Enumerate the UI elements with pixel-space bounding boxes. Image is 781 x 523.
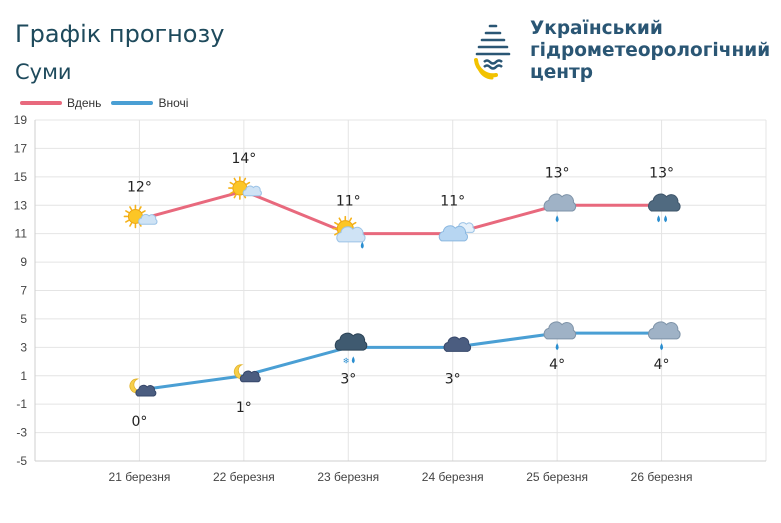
x-tick-label: 21 березня [109,470,171,484]
hydromet-logo-icon [474,20,511,80]
sun-ray [334,232,339,236]
sun-ray [245,181,251,185]
x-tick-label: 23 березня [317,470,379,484]
series-line-night [139,331,662,392]
y-tick-label: 7 [20,284,27,298]
legend-item-night[interactable]: Вночі [111,96,188,110]
sun-ray [129,206,133,211]
legend-label-night: Вночі [158,96,189,110]
data-label-night: 4° [549,357,565,373]
sun-ray [233,194,237,199]
y-tick-label: 15 [14,170,28,184]
sun-ray [338,217,342,222]
cloud-rain-icon [648,321,681,351]
org-brand: Український гідрометеорологічний центр [470,18,770,84]
cloud-shape [138,213,158,225]
sun-ray [229,191,234,195]
sun-ray [334,221,339,225]
org-name-line: центр [530,62,594,83]
x-tick-label: 26 березня [631,470,693,484]
dark-cloud-rain-snow-icon: ❄ [334,332,368,365]
org-name: Український гідрометеорологічний центр [530,18,770,84]
y-tick-label: -3 [16,426,27,440]
data-label-day: 13° [545,165,570,181]
y-tick-label: 11 [15,227,28,241]
data-label-day: 12° [127,179,152,195]
data-label-night: 4° [654,357,670,373]
data-label-night: 1° [236,400,252,416]
cloud-rain-icon [543,321,577,351]
legend-label-day: Вдень [67,96,102,110]
data-label-day: 11° [336,194,361,210]
dark-cloud-rain-icon [648,193,681,223]
rain-drop [664,215,668,223]
sun-ray [243,177,247,182]
cloudy-icon [438,222,475,242]
sun-ray [352,221,357,225]
y-tick-label: 13 [14,198,28,212]
legend-swatch-night [111,101,154,105]
page-title: Графік прогнозу [15,20,225,48]
rain-drop [660,343,664,351]
sun-ray [229,181,234,185]
org-name-line: Український [530,18,663,39]
chart-legend: Вдень Вночі [20,96,198,110]
y-tick-label: 19 [14,113,28,127]
x-tick-label: 22 березня [213,470,275,484]
legend-item-day[interactable]: Вдень [20,96,101,110]
rain-drop [555,215,559,223]
sun-ray [125,210,130,214]
legend-swatch-day [20,101,62,105]
y-tick-label: -1 [16,397,27,411]
rain-drop [555,343,559,351]
cloud-shape [242,185,262,197]
data-label-night: 0° [131,414,147,430]
sun-ray [125,219,130,223]
rain-drop [657,215,661,223]
y-tick-label: 3 [20,340,27,354]
cloud-shape [443,336,472,352]
sun-ray [233,177,237,182]
city-name: Суми [15,60,72,84]
moon-cloud-icon [233,364,261,383]
data-label-day: 13° [649,165,674,181]
cloud-shape [239,370,261,383]
sun-ray [141,210,146,214]
cloud-rain-icon [543,193,577,223]
sun-cloud-icon [123,204,158,229]
sun-ray [138,206,142,211]
data-label-night: 3° [445,371,461,387]
cloud-shape [135,384,157,397]
rain-drop [351,356,355,364]
rain-drop [360,241,364,249]
sun-ray [348,217,353,222]
sun-ray [129,222,133,227]
cloud-shape [336,226,366,243]
sun-cloud-rain-icon [332,215,366,249]
series-line-day [139,189,662,236]
moon-cloud-icon [129,378,157,397]
org-name-line: гідрометеорологічний [530,40,771,61]
cloud-shape [543,321,577,340]
x-tick-label: 25 березня [526,470,588,484]
sun-cloud-icon [228,176,262,200]
y-tick-label: -5 [16,454,27,468]
snow-flake: ❄ [343,356,350,365]
y-tick-label: 17 [14,141,28,155]
cloud-shape [543,193,577,212]
data-label-day: 11° [440,194,465,210]
data-label-day: 14° [231,151,256,167]
data-label-night: 3° [340,371,356,387]
cloud-shape [334,332,368,351]
y-tick-label: 9 [20,255,27,269]
y-tick-label: 1 [20,369,27,383]
cloud-shape [438,225,468,242]
cloud-shape [648,321,681,340]
y-tick-label: 5 [20,312,27,326]
dark-cloud-icon [443,336,472,352]
cloud-shape [648,193,681,212]
x-tick-label: 24 березня [422,470,484,484]
